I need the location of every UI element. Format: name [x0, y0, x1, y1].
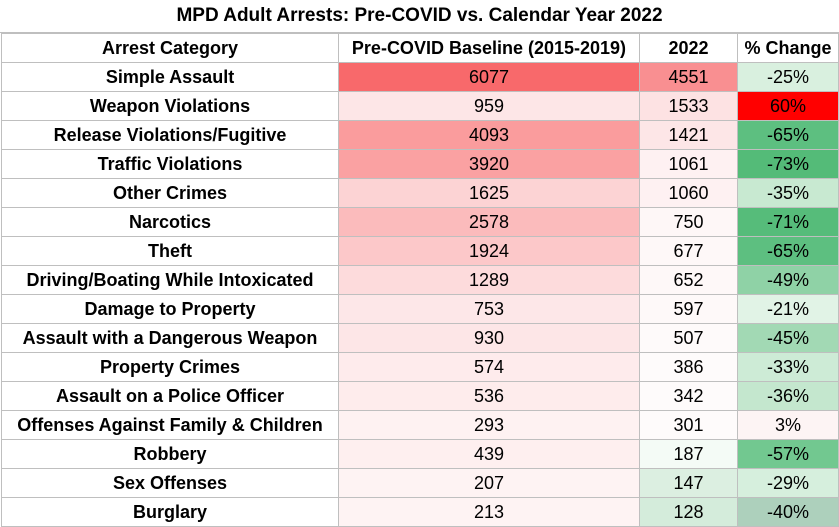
- change-cell: -49%: [737, 265, 839, 295]
- category-cell: Sex Offenses: [1, 468, 339, 498]
- table-row: Weapon Violations 959 1533 60%: [1, 91, 839, 121]
- table-row: Narcotics 2578 750 -71%: [1, 207, 839, 237]
- baseline-cell: 930: [338, 323, 640, 353]
- category-cell: Offenses Against Family & Children: [1, 410, 339, 440]
- y2022-cell: 301: [639, 410, 738, 440]
- change-cell: -45%: [737, 323, 839, 353]
- change-cell: -35%: [737, 178, 839, 208]
- header-2022: 2022: [639, 33, 738, 63]
- header-pct-change: % Change: [737, 33, 839, 63]
- y2022-cell: 750: [639, 207, 738, 237]
- category-cell: Robbery: [1, 439, 339, 469]
- change-cell: -33%: [737, 352, 839, 382]
- baseline-cell: 959: [338, 91, 640, 121]
- baseline-cell: 1924: [338, 236, 640, 266]
- baseline-cell: 6077: [338, 62, 640, 92]
- y2022-cell: 677: [639, 236, 738, 266]
- y2022-cell: 507: [639, 323, 738, 353]
- y2022-cell: 597: [639, 294, 738, 324]
- table-body: Simple Assault 6077 4551 -25% Weapon Violati…: [1, 62, 839, 527]
- table-row: Theft 1924 677 -65%: [1, 236, 839, 266]
- arrests-table: Arrest Category Pre-COVID Baseline (2015…: [1, 33, 839, 527]
- table-row: Other Crimes 1625 1060 -35%: [1, 178, 839, 208]
- table-row: Damage to Property 753 597 -21%: [1, 294, 839, 324]
- category-cell: Narcotics: [1, 207, 339, 237]
- baseline-cell: 536: [338, 381, 640, 411]
- category-cell: Assault on a Police Officer: [1, 381, 339, 411]
- baseline-cell: 3920: [338, 149, 640, 179]
- change-cell: -65%: [737, 236, 839, 266]
- category-cell: Weapon Violations: [1, 91, 339, 121]
- baseline-cell: 1625: [338, 178, 640, 208]
- category-cell: Damage to Property: [1, 294, 339, 324]
- table-row: Robbery 439 187 -57%: [1, 439, 839, 469]
- change-cell: -25%: [737, 62, 839, 92]
- y2022-cell: 1061: [639, 149, 738, 179]
- change-cell: -57%: [737, 439, 839, 469]
- table-row: Assault on a Police Officer 536 342 -36%: [1, 381, 839, 411]
- baseline-cell: 574: [338, 352, 640, 382]
- y2022-cell: 187: [639, 439, 738, 469]
- baseline-cell: 2578: [338, 207, 640, 237]
- header-arrest-category: Arrest Category: [1, 33, 339, 63]
- baseline-cell: 4093: [338, 120, 640, 150]
- table-title: MPD Adult Arrests: Pre-COVID vs. Calenda…: [0, 0, 839, 33]
- table-row: Assault with a Dangerous Weapon 930 507 -45…: [1, 323, 839, 353]
- category-cell: Release Violations/Fugitive: [1, 120, 339, 150]
- y2022-cell: 386: [639, 352, 738, 382]
- y2022-cell: 147: [639, 468, 738, 498]
- table-row: Driving/Boating While Intoxicated 1289 652…: [1, 265, 839, 295]
- category-cell: Theft: [1, 236, 339, 266]
- change-cell: -40%: [737, 497, 839, 527]
- y2022-cell: 342: [639, 381, 738, 411]
- category-cell: Burglary: [1, 497, 339, 527]
- category-cell: Property Crimes: [1, 352, 339, 382]
- change-cell: -71%: [737, 207, 839, 237]
- category-cell: Traffic Violations: [1, 149, 339, 179]
- change-cell: -73%: [737, 149, 839, 179]
- change-cell: 60%: [737, 91, 839, 121]
- table-row: Traffic Violations 3920 1061 -73%: [1, 149, 839, 179]
- y2022-cell: 128: [639, 497, 738, 527]
- change-cell: -65%: [737, 120, 839, 150]
- category-cell: Other Crimes: [1, 178, 339, 208]
- baseline-cell: 753: [338, 294, 640, 324]
- change-cell: 3%: [737, 410, 839, 440]
- header-row: Arrest Category Pre-COVID Baseline (2015…: [1, 33, 839, 63]
- change-cell: -21%: [737, 294, 839, 324]
- table-row: Property Crimes 574 386 -33%: [1, 352, 839, 382]
- baseline-cell: 439: [338, 439, 640, 469]
- y2022-cell: 1421: [639, 120, 738, 150]
- table-row: Sex Offenses 207 147 -29%: [1, 468, 839, 498]
- category-cell: Assault with a Dangerous Weapon: [1, 323, 339, 353]
- y2022-cell: 1533: [639, 91, 738, 121]
- baseline-cell: 293: [338, 410, 640, 440]
- table-row: Offenses Against Family & Children 293 301…: [1, 410, 839, 440]
- y2022-cell: 4551: [639, 62, 738, 92]
- category-cell: Driving/Boating While Intoxicated: [1, 265, 339, 295]
- header-baseline: Pre-COVID Baseline (2015-2019): [338, 33, 640, 63]
- baseline-cell: 1289: [338, 265, 640, 295]
- category-cell: Simple Assault: [1, 62, 339, 92]
- change-cell: -29%: [737, 468, 839, 498]
- baseline-cell: 207: [338, 468, 640, 498]
- y2022-cell: 652: [639, 265, 738, 295]
- table-row: Burglary 213 128 -40%: [1, 497, 839, 527]
- baseline-cell: 213: [338, 497, 640, 527]
- y2022-cell: 1060: [639, 178, 738, 208]
- table-row: Release Violations/Fugitive 4093 1421 -65%: [1, 120, 839, 150]
- change-cell: -36%: [737, 381, 839, 411]
- table-row: Simple Assault 6077 4551 -25%: [1, 62, 839, 92]
